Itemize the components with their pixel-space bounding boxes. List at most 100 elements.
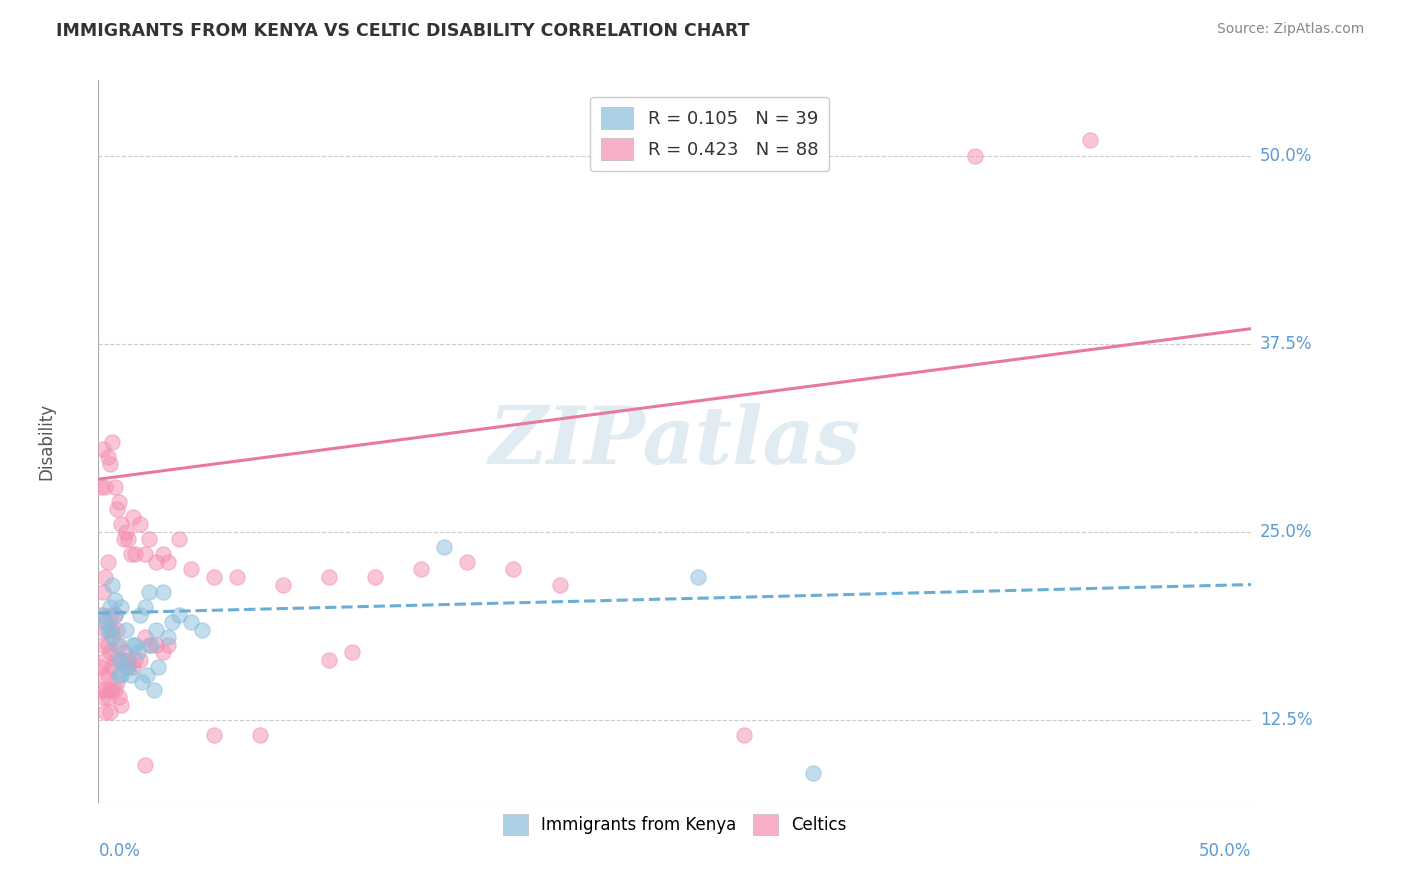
Point <box>91 585 114 599</box>
Point <box>134 758 156 772</box>
Point <box>456 555 478 569</box>
Point <box>98 600 121 615</box>
Point <box>98 623 121 637</box>
Point <box>502 562 524 576</box>
Text: ZIPatlas: ZIPatlas <box>489 403 860 480</box>
Point <box>129 607 152 622</box>
Point <box>103 607 125 622</box>
Point <box>90 660 112 674</box>
Point <box>225 570 247 584</box>
Point <box>115 524 138 539</box>
Point <box>103 653 125 667</box>
Point <box>112 533 135 547</box>
Legend: Immigrants from Kenya, Celtics: Immigrants from Kenya, Celtics <box>496 808 853 841</box>
Point <box>94 706 117 720</box>
Point <box>108 668 131 682</box>
Point <box>160 615 183 630</box>
Point <box>180 615 202 630</box>
Point <box>108 653 131 667</box>
Point <box>110 698 132 712</box>
Point <box>733 728 755 742</box>
Point <box>180 562 202 576</box>
Point <box>152 585 174 599</box>
Point <box>91 638 114 652</box>
Point <box>318 570 340 584</box>
Point <box>103 480 125 494</box>
Text: 25.0%: 25.0% <box>1260 523 1312 541</box>
Point <box>686 570 709 584</box>
Point <box>90 480 112 494</box>
Point <box>112 645 135 659</box>
Point <box>101 682 124 697</box>
Point <box>101 577 124 591</box>
Point <box>801 765 824 780</box>
Point <box>90 607 112 622</box>
Point <box>202 728 225 742</box>
Point <box>148 660 170 674</box>
Point <box>115 660 138 674</box>
Point <box>98 645 121 659</box>
Point <box>94 682 117 697</box>
Point <box>110 668 132 682</box>
Point <box>94 623 117 637</box>
Point <box>94 480 117 494</box>
Point <box>156 630 179 644</box>
Point <box>124 548 146 562</box>
Point <box>122 638 145 652</box>
Point <box>167 533 190 547</box>
Point <box>97 690 120 705</box>
Point <box>94 570 117 584</box>
Point <box>101 623 124 637</box>
Point <box>156 638 179 652</box>
Point <box>122 509 145 524</box>
Point <box>97 638 120 652</box>
Text: IMMIGRANTS FROM KENYA VS CELTIC DISABILITY CORRELATION CHART: IMMIGRANTS FROM KENYA VS CELTIC DISABILI… <box>56 22 749 40</box>
Point <box>103 682 125 697</box>
Point <box>411 562 433 576</box>
Point <box>134 630 156 644</box>
Point <box>124 638 146 652</box>
Text: 50.0%: 50.0% <box>1199 842 1251 860</box>
Point <box>129 653 152 667</box>
Point <box>131 675 153 690</box>
Point <box>191 623 214 637</box>
Point <box>97 623 120 637</box>
Point <box>152 645 174 659</box>
Point <box>156 555 179 569</box>
Point <box>108 494 131 508</box>
Point <box>145 623 167 637</box>
Point <box>103 607 125 622</box>
Point <box>202 570 225 584</box>
Text: Disability: Disability <box>38 403 56 480</box>
Point <box>340 645 363 659</box>
Point <box>120 548 142 562</box>
Point <box>145 638 167 652</box>
Point <box>138 533 160 547</box>
Point <box>108 638 131 652</box>
Point <box>142 682 165 697</box>
Point <box>963 148 986 162</box>
Point <box>94 653 117 667</box>
Point <box>105 675 128 690</box>
Point <box>141 638 163 652</box>
Point <box>138 585 160 599</box>
Point <box>91 690 114 705</box>
Text: Source: ZipAtlas.com: Source: ZipAtlas.com <box>1216 22 1364 37</box>
Point <box>433 540 456 554</box>
Point <box>124 653 146 667</box>
Point <box>110 517 132 532</box>
Text: 0.0%: 0.0% <box>98 842 141 860</box>
Point <box>127 645 149 659</box>
Point <box>120 668 142 682</box>
Point <box>117 533 139 547</box>
Point <box>122 660 145 674</box>
Point <box>101 630 124 644</box>
Point <box>115 623 138 637</box>
Point <box>97 450 120 464</box>
Point <box>548 577 571 591</box>
Text: 50.0%: 50.0% <box>1260 146 1312 164</box>
Point <box>101 434 124 449</box>
Text: 12.5%: 12.5% <box>1260 711 1312 729</box>
Point <box>167 607 190 622</box>
Point <box>364 570 387 584</box>
